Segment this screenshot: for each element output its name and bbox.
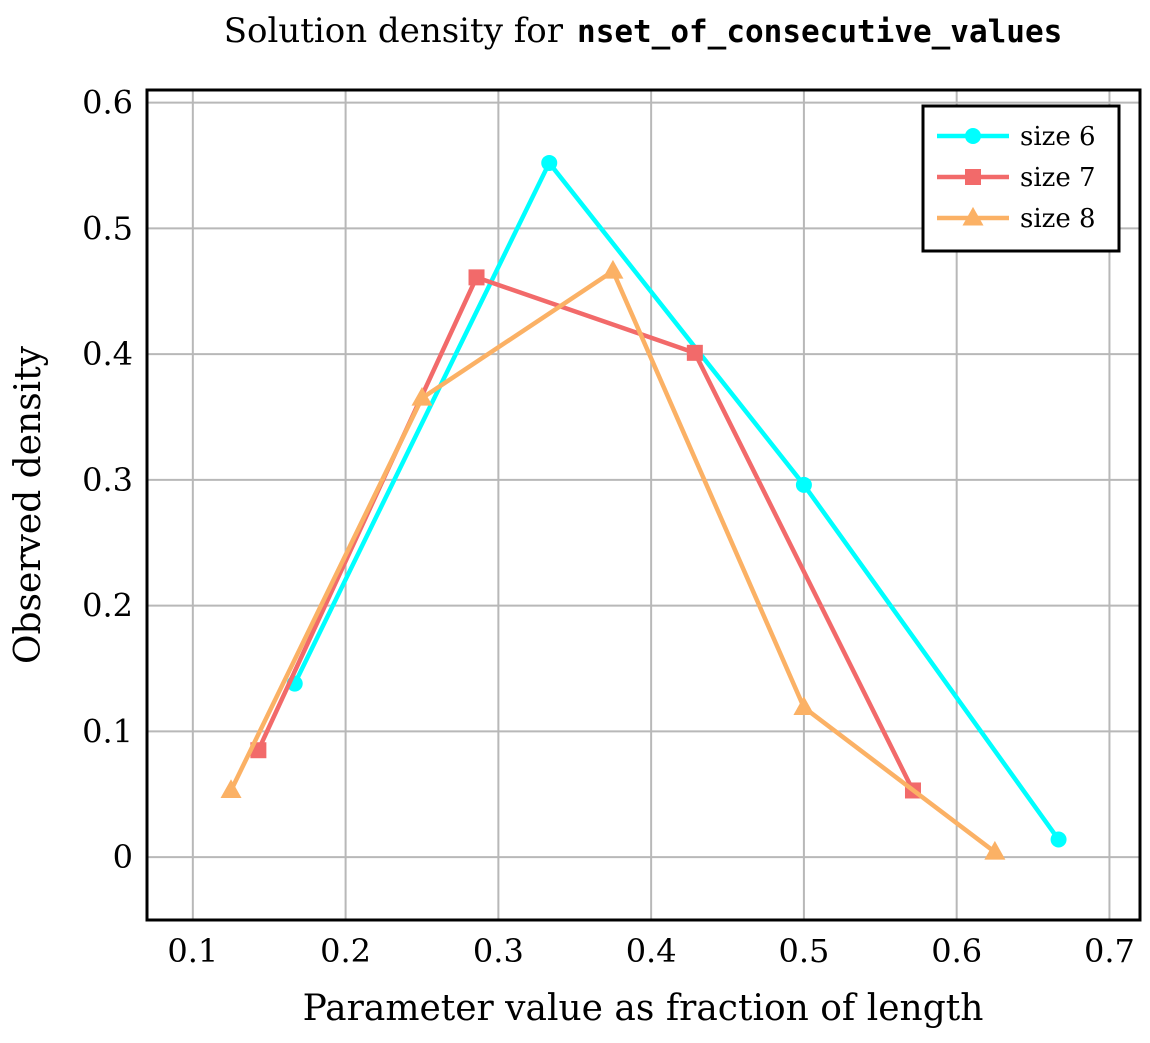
data-point	[541, 154, 558, 171]
series-layer	[220, 154, 1067, 860]
legend-label: size 6	[1020, 122, 1096, 152]
x-tick-label: 0.2	[320, 932, 371, 970]
legend-entry: size 6	[937, 122, 1096, 152]
x-tick-label: 0.6	[931, 932, 982, 970]
data-point	[686, 344, 703, 361]
data-point	[602, 259, 624, 279]
legend-label: size 7	[1020, 163, 1096, 193]
legend-marker	[965, 169, 981, 185]
y-tick-label: 0.1	[82, 712, 133, 750]
chart-title-code: nset_of_consecutive_values	[577, 14, 1062, 50]
legend-entry: size 7	[937, 163, 1096, 193]
legend-label: size 8	[1020, 204, 1096, 234]
plot-frame	[145, 88, 1142, 922]
data-point	[793, 696, 815, 716]
series-2	[220, 259, 1006, 860]
series-0	[286, 154, 1067, 848]
x-axis-label: Parameter value as fraction of length	[303, 988, 984, 1029]
y-tick-label: 0.4	[82, 335, 133, 373]
x-tick-label: 0.3	[473, 932, 524, 970]
x-tick-label: 0.7	[1084, 932, 1135, 970]
x-tick-labels: 0.1 0.2 0.3 0.4 0.5 0.6 0.7	[167, 932, 1135, 970]
data-point	[1050, 831, 1067, 848]
y-tick-label: 0.5	[82, 209, 133, 247]
y-axis-label: Observed density	[8, 345, 49, 664]
legend-marker	[962, 206, 984, 226]
y-tick-label: 0.2	[82, 587, 133, 625]
chart-title-prefix: Solution density for	[224, 11, 564, 51]
data-point	[411, 386, 433, 406]
legend-marker	[965, 128, 981, 144]
data-point	[468, 269, 485, 286]
x-tick-label: 0.5	[778, 932, 829, 970]
chart-title: Solution density for nset_of_consecutive_…	[224, 11, 1063, 51]
y-tick-label: 0	[113, 838, 133, 876]
y-tick-labels: 0 0.1 0.2 0.3 0.4 0.5 0.6	[82, 84, 133, 877]
y-tick-label: 0.3	[82, 461, 133, 499]
y-tick-label: 0.6	[82, 84, 133, 122]
x-tick-label: 0.1	[167, 932, 218, 970]
legend: size 6 size 7 size 8	[921, 104, 1121, 253]
series-line	[292, 160, 1061, 841]
data-point	[795, 476, 812, 493]
data-point	[984, 840, 1006, 860]
x-tick-label: 0.4	[626, 932, 677, 970]
data-point	[220, 779, 242, 799]
legend-entry: size 8	[937, 204, 1096, 234]
